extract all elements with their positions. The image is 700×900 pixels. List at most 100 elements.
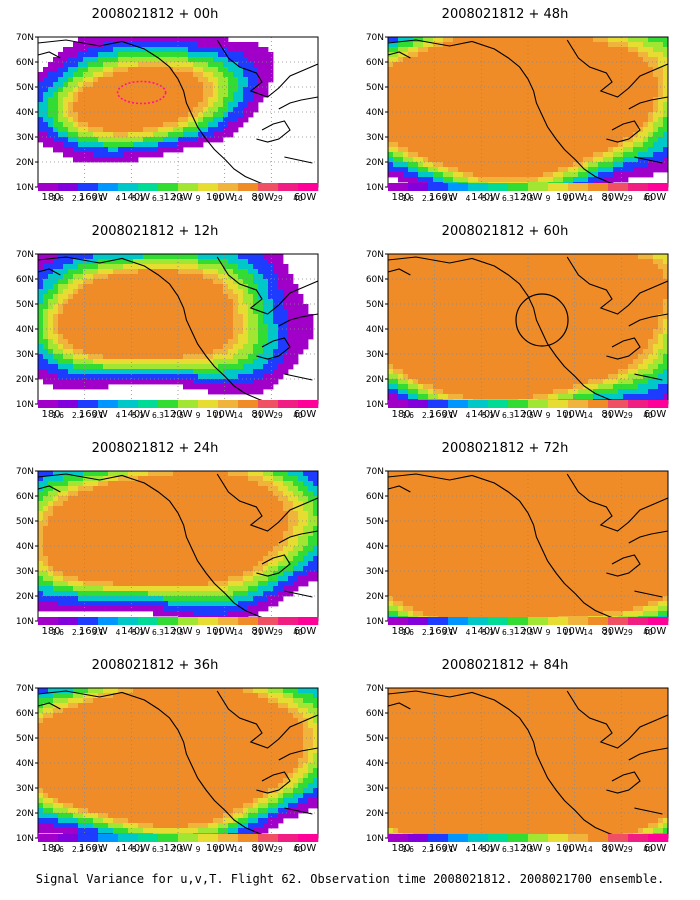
colorbar-label: 5.1 xyxy=(482,194,494,203)
y-tick-label: 50N xyxy=(366,83,384,93)
y-tick-label: 70N xyxy=(16,467,34,477)
panel-title: 2008021812 + 36h xyxy=(91,658,219,673)
colorbar-swatch xyxy=(408,834,429,842)
colorbar-label: 5.1 xyxy=(132,628,144,637)
x-tick-label: 100W xyxy=(206,626,235,637)
colorbar-swatch xyxy=(448,400,469,408)
forecast-panel-1: 2008021812 + 12h 180 160W 140W 120W 100W 80W 60… xyxy=(5,222,319,432)
colorbar-label: 5.1 xyxy=(482,845,494,854)
colorbar-label: 3.1 xyxy=(442,194,454,203)
observation-track-marker xyxy=(116,80,167,105)
y-tick-label: 10N xyxy=(366,617,384,627)
x-tick-label: 120W xyxy=(514,192,543,203)
colorbar-swatch xyxy=(628,617,649,625)
colorbar-label: 11 xyxy=(563,628,573,637)
x-tick-label: 180 xyxy=(391,409,410,420)
colorbar-swatch xyxy=(488,834,509,842)
colorbar-swatch xyxy=(278,400,299,408)
colorbar-swatch xyxy=(608,617,629,625)
colorbar-swatch xyxy=(388,183,409,191)
y-tick-label: 60N xyxy=(366,709,384,719)
colorbar-label: 3.1 xyxy=(442,628,454,637)
colorbar-swatch xyxy=(548,183,569,191)
colorbar-swatch xyxy=(238,834,259,842)
colorbar-label: 40 xyxy=(643,628,653,637)
colorbar-label: 11 xyxy=(563,845,573,854)
colorbar-label: 4 xyxy=(116,411,121,420)
colorbar-label: 7.5 xyxy=(522,845,534,854)
colorbar-swatch xyxy=(448,834,469,842)
colorbar-label: 7.5 xyxy=(172,845,184,854)
colorbar-label: 21 xyxy=(253,628,263,637)
x-tick-label: 140W xyxy=(471,626,500,637)
coastline-4 xyxy=(634,373,663,381)
x-tick-label: 160W xyxy=(79,626,108,637)
colorbar-label: 2.2 xyxy=(422,628,434,637)
colorbar-label: 7.5 xyxy=(522,194,534,203)
colorbar-swatch xyxy=(568,183,589,191)
y-tick-label: 40N xyxy=(366,108,384,118)
colorbar-swatch xyxy=(568,617,589,625)
colorbar-label: 2.2 xyxy=(422,411,434,420)
colorbar-swatch xyxy=(608,400,629,408)
x-tick-label: 180 xyxy=(41,192,60,203)
colorbar-label: 6.3 xyxy=(502,845,514,854)
colorbar-label: 9 xyxy=(196,194,201,203)
colorbar-label: 5.1 xyxy=(132,845,144,854)
colorbar-label: 7.5 xyxy=(172,194,184,203)
colorbar-label: 2.2 xyxy=(72,411,84,420)
colorbar-swatch xyxy=(588,183,609,191)
colorbar-label: 6.3 xyxy=(152,845,164,854)
coastline-0 xyxy=(37,473,274,622)
colorbar-swatch xyxy=(238,617,259,625)
x-tick-label: 80W xyxy=(251,626,274,637)
y-tick-label: 30N xyxy=(366,133,384,143)
y-tick-label: 20N xyxy=(366,158,384,168)
y-tick-label: 20N xyxy=(366,375,384,385)
coastline-2 xyxy=(256,771,291,794)
x-tick-label: 180 xyxy=(391,192,410,203)
x-tick-label: 100W xyxy=(556,843,585,854)
coastline-0 xyxy=(387,473,624,622)
x-tick-label: 100W xyxy=(206,409,235,420)
x-tick-label: 160W xyxy=(429,626,458,637)
coastline-3 xyxy=(628,313,669,327)
panel-title: 2008021812 + 24h xyxy=(91,441,219,456)
x-tick-label: 160W xyxy=(79,192,108,203)
coastline-3 xyxy=(628,530,669,544)
forecast-panel-4: 2008021812 + 48h 180 160W 140W 120W 100W 80W 60… xyxy=(355,5,669,215)
colorbar-swatch xyxy=(258,617,279,625)
colorbar-swatch xyxy=(588,834,609,842)
y-tick-label: 40N xyxy=(16,325,34,335)
colorbar-swatch xyxy=(448,617,469,625)
forecast-panel-6: 2008021812 + 72h 180 160W 140W 120W 100W 80W 60… xyxy=(355,439,669,649)
colorbar-swatch xyxy=(428,400,449,408)
colorbar-swatch xyxy=(258,834,279,842)
y-tick-label: 70N xyxy=(16,250,34,260)
colorbar-swatch xyxy=(408,400,429,408)
colorbar-swatch xyxy=(198,400,219,408)
forecast-panel-3: 2008021812 + 36h 180 160W 140W 120W 100W 80W 60… xyxy=(5,656,319,866)
colorbar-label: 14 xyxy=(583,845,593,854)
colorbar-swatch xyxy=(98,183,119,191)
colorbar-swatch xyxy=(528,400,549,408)
colorbar-swatch xyxy=(218,617,239,625)
x-tick-label: 60W xyxy=(644,192,667,203)
colorbar-swatch xyxy=(648,400,669,408)
x-tick-label: 140W xyxy=(471,192,500,203)
coastline-3 xyxy=(278,530,319,544)
x-tick-label: 60W xyxy=(644,626,667,637)
colorbar-label: 40 xyxy=(293,845,303,854)
y-tick-label: 50N xyxy=(366,734,384,744)
coastline-4 xyxy=(634,590,663,598)
colorbar-label: 7.5 xyxy=(522,628,534,637)
colorbar-swatch xyxy=(428,617,449,625)
colorbar-label: 2.2 xyxy=(422,845,434,854)
colorbar-swatch xyxy=(278,183,299,191)
colorbar-swatch xyxy=(138,617,159,625)
colorbar-label: 2.2 xyxy=(422,194,434,203)
colorbar-swatch xyxy=(408,617,429,625)
x-tick-label: 80W xyxy=(601,192,624,203)
y-tick-label: 40N xyxy=(16,108,34,118)
colorbar-swatch xyxy=(218,400,239,408)
